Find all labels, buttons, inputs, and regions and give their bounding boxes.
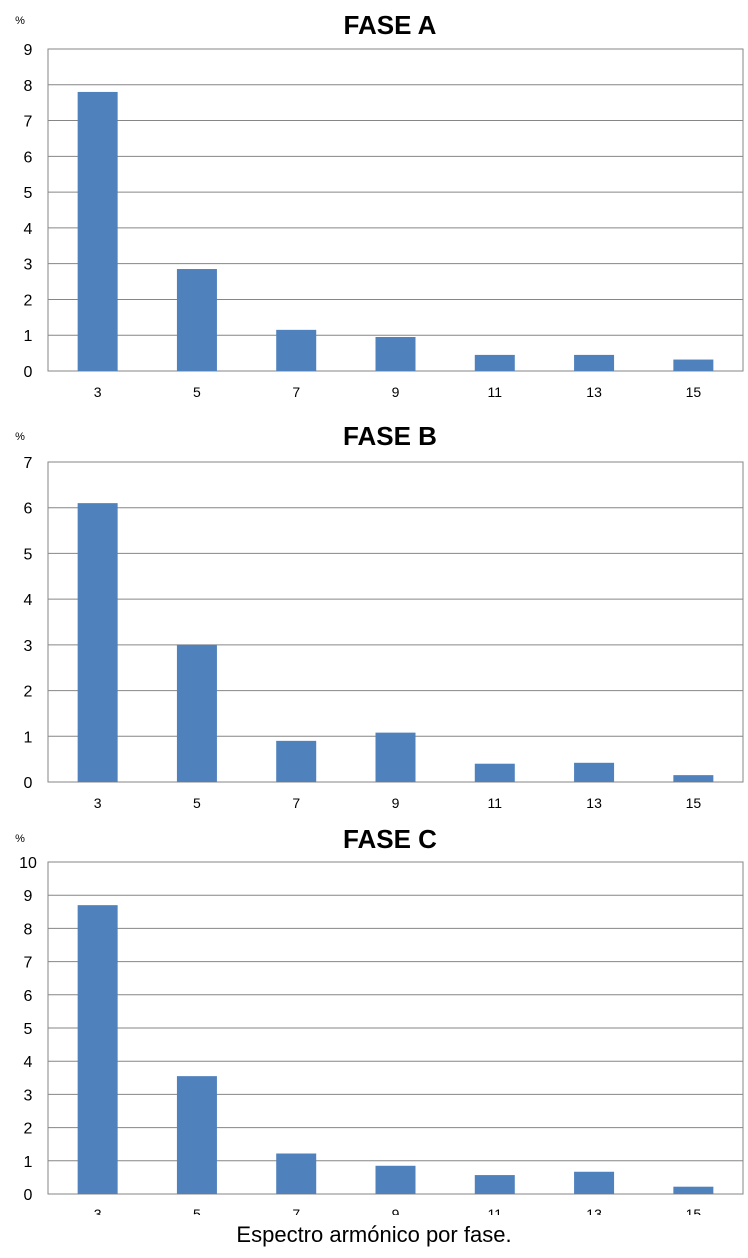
- chart-2-y-tick-label: 3: [24, 638, 33, 655]
- chart-2-y-tick-label: 0: [24, 775, 33, 792]
- chart-2-y-tick-label: 5: [24, 546, 33, 563]
- chart-3-title: FASE C: [343, 824, 437, 854]
- chart-3-y-tick-label: 1: [24, 1154, 33, 1171]
- chart-3-x-tick-label: 15: [686, 1206, 702, 1215]
- chart-3-x-tick-label: 5: [193, 1206, 201, 1215]
- chart-1-y-tick-label: 7: [24, 114, 33, 131]
- chart-1-x-tick-label: 7: [292, 384, 300, 400]
- chart-3-bar-5: [176, 1076, 217, 1194]
- chart-2-bar-15: [673, 775, 714, 782]
- chart-2-y-tick-label: 6: [24, 501, 33, 518]
- chart-2-y-tick-label: 1: [24, 729, 33, 746]
- chart-1-plot-frame: [47, 48, 744, 372]
- chart-1-x-tick-label: 13: [586, 384, 602, 400]
- chart-2-x-tick-label: 11: [488, 795, 503, 811]
- chart-3-y-tick-label: 4: [24, 1054, 33, 1071]
- chart-1-x-tick-label: 11: [488, 384, 503, 400]
- chart-2-x-tick-label: 15: [686, 795, 702, 811]
- chart-1-title: FASE A: [344, 10, 437, 40]
- chart-1-x-tick-label: 15: [686, 384, 702, 400]
- chart-3-bar-7: [276, 1153, 317, 1194]
- chart-1-y-tick-label: 2: [24, 292, 33, 309]
- chart-2-bar-11: [474, 763, 515, 782]
- chart-3-x-tick-label: 7: [292, 1206, 300, 1215]
- chart-2-x-tick-label: 3: [94, 795, 102, 811]
- chart-3-y-tick-label: 3: [24, 1087, 33, 1104]
- chart-2-bar-5: [176, 644, 217, 782]
- chart-2-x-tick-label: 9: [392, 795, 400, 811]
- chart-3-bar-3: [77, 905, 118, 1194]
- chart-1-y-tick-label: 9: [24, 42, 33, 59]
- chart-2-bar-3: [77, 503, 118, 782]
- chart-1-bar-3: [77, 91, 118, 371]
- chart-1-y-tick-label: 0: [24, 364, 33, 381]
- chart-3-x-tick-label: 3: [94, 1206, 102, 1215]
- chart-1-y-tick-label: 8: [24, 78, 33, 95]
- chart-1-bar-5: [176, 269, 217, 371]
- chart-2-title: FASE B: [343, 421, 437, 451]
- chart-1-x-tick-label: 9: [392, 384, 400, 400]
- chart-1-bar-15: [673, 359, 714, 371]
- chart-1-bar-13: [574, 354, 615, 371]
- chart-2-x-tick-label: 5: [193, 795, 201, 811]
- chart-2-x-tick-label: 13: [586, 795, 602, 811]
- chart-2-y-tick-label: 2: [24, 684, 33, 701]
- chart-1-y-tick-label: 4: [24, 221, 33, 238]
- chart-3-y-tick-label: 5: [24, 1021, 33, 1038]
- chart-1-y-tick-label: 1: [24, 328, 33, 345]
- chart-2-bar-13: [574, 762, 615, 782]
- chart-3-bar-15: [673, 1186, 714, 1194]
- chart-2-y-tick-label: 7: [24, 455, 33, 472]
- chart-3-bar-9: [375, 1165, 416, 1194]
- chart-1-bar-9: [375, 337, 416, 371]
- chart-3-x-tick-label: 11: [488, 1206, 503, 1215]
- chart-3-y-tick-label: 8: [24, 921, 33, 938]
- chart-1-bar-7: [276, 329, 317, 371]
- chart-3-y-unit: %: [15, 833, 25, 845]
- chart-1-y-unit: %: [15, 15, 25, 27]
- figure-caption: Espectro armónico por fase.: [236, 1222, 512, 1247]
- chart-2-bar-9: [375, 732, 416, 782]
- chart-3-y-tick-label: 0: [24, 1187, 33, 1204]
- chart-1-bar-11: [474, 354, 515, 371]
- chart-3-x-tick-label: 9: [392, 1206, 400, 1215]
- chart-3-y-tick-label: 9: [24, 888, 33, 905]
- chart-3-y-tick-label: 6: [24, 988, 33, 1005]
- chart-1-x-tick-label: 3: [94, 384, 102, 400]
- chart-2-y-tick-label: 4: [24, 592, 33, 609]
- chart-1-y-tick-label: 6: [24, 149, 33, 166]
- chart-2-bar-7: [276, 740, 317, 782]
- chart-2-y-unit: %: [15, 431, 25, 443]
- chart-3-bar-11: [474, 1175, 515, 1194]
- chart-3-x-tick-label: 13: [586, 1206, 602, 1215]
- chart-1-x-tick-label: 5: [193, 384, 201, 400]
- chart-2-x-tick-label: 7: [292, 795, 300, 811]
- chart-1-y-tick-label: 5: [24, 185, 33, 202]
- chart-3-y-tick-label: 7: [24, 955, 33, 972]
- chart-1-y-tick-label: 3: [24, 257, 33, 274]
- chart-3-y-tick-label: 10: [19, 855, 37, 872]
- chart-3-bar-13: [574, 1171, 615, 1194]
- chart-3-y-tick-label: 2: [24, 1121, 33, 1138]
